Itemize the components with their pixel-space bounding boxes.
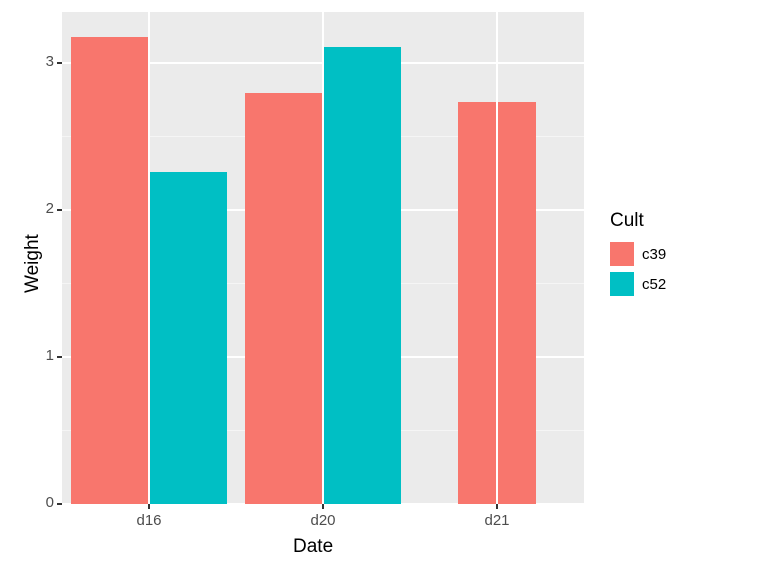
y-tick-label: 3 xyxy=(46,53,54,70)
plot-panel xyxy=(62,12,584,504)
chart-container: 0 1 2 3 d16 d20 d21 Date Weight Cult c39 c52 xyxy=(0,0,768,576)
x-tick xyxy=(322,504,324,509)
y-tick xyxy=(57,503,62,505)
y-tick xyxy=(57,209,62,211)
legend-label-c52: c52 xyxy=(642,276,666,293)
legend-title: Cult xyxy=(610,210,666,232)
legend-label-c39: c39 xyxy=(642,246,666,263)
x-tick-label: d20 xyxy=(303,512,343,529)
legend: Cult c39 c52 xyxy=(610,210,666,302)
bar-d16-c39 xyxy=(71,37,149,504)
x-tick-label: d16 xyxy=(129,512,169,529)
x-tick xyxy=(496,504,498,509)
bar-d20-c52 xyxy=(323,47,401,504)
x-tick-label: d21 xyxy=(477,512,517,529)
gridline-major-v xyxy=(322,12,324,504)
legend-item-c52: c52 xyxy=(610,272,666,296)
y-axis-title: Weight xyxy=(22,234,44,293)
y-tick xyxy=(57,62,62,64)
legend-item-c39: c39 xyxy=(610,242,666,266)
y-tick-label: 2 xyxy=(46,200,54,217)
bar-d16-c52 xyxy=(149,172,227,504)
legend-key-c39 xyxy=(610,242,634,266)
gridline-major-v xyxy=(496,12,498,504)
x-axis-title: Date xyxy=(293,536,333,558)
x-tick xyxy=(148,504,150,509)
gridline-major-v xyxy=(148,12,150,504)
y-tick-label: 1 xyxy=(46,347,54,364)
bar-d20-c39 xyxy=(245,93,323,504)
y-tick-label: 0 xyxy=(46,494,54,511)
legend-key-c52 xyxy=(610,272,634,296)
y-tick xyxy=(57,356,62,358)
